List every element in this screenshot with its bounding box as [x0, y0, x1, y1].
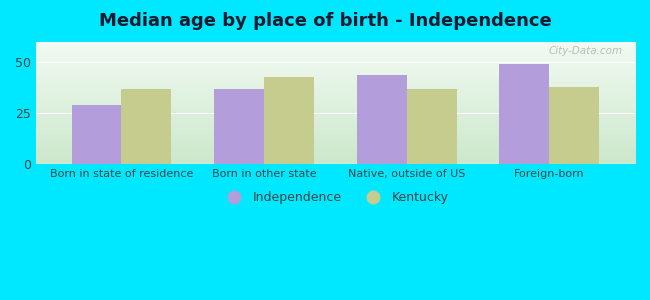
Bar — [407, 89, 457, 164]
Bar — [264, 76, 314, 164]
Text: City-Data.com: City-Data.com — [549, 46, 623, 56]
Text: Median age by place of birth - Independence: Median age by place of birth - Independe… — [99, 12, 551, 30]
Bar — [357, 75, 407, 164]
Bar — [214, 89, 264, 164]
Bar — [549, 87, 599, 164]
Bar — [122, 89, 172, 164]
Legend: Independence, Kentucky: Independence, Kentucky — [216, 186, 454, 209]
Bar — [499, 64, 549, 164]
Bar — [72, 105, 122, 164]
